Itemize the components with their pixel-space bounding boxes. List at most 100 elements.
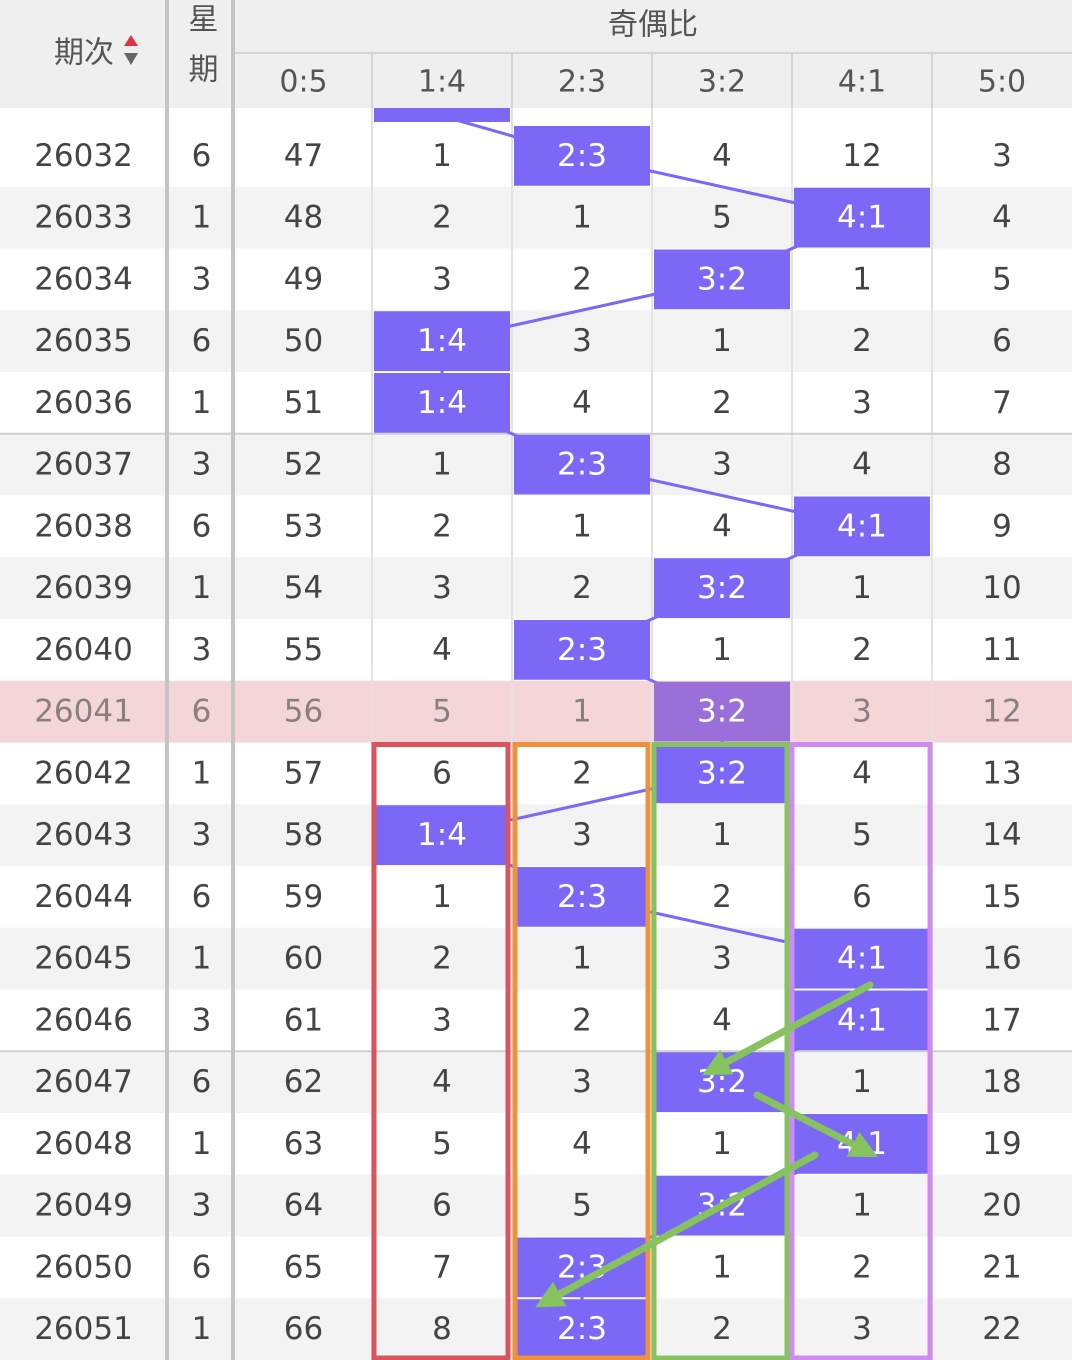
cell: 1 <box>712 323 732 359</box>
cell: 1 <box>712 1126 732 1162</box>
period: 26045 <box>34 941 133 977</box>
body-vsep <box>231 108 235 1360</box>
weekday: 1 <box>192 755 212 791</box>
cell: 14 <box>982 817 1021 853</box>
cell: 3:2 <box>697 694 747 730</box>
header-weekday: 星期 <box>183 3 218 103</box>
cell: 47 <box>284 138 323 174</box>
cell: 6 <box>852 879 872 915</box>
cell: 1 <box>712 817 732 853</box>
weekday: 6 <box>192 1249 212 1285</box>
cell: 57 <box>284 755 323 791</box>
weekday: 3 <box>192 447 212 483</box>
cell: 1 <box>432 879 452 915</box>
cell: 1 <box>852 1064 872 1100</box>
header-column: 2:3 <box>558 65 606 100</box>
weekday: 3 <box>192 817 212 853</box>
weekday: 6 <box>192 694 212 730</box>
cell: 54 <box>284 570 323 606</box>
cell: 19 <box>982 1126 1021 1162</box>
cell: 7 <box>432 1249 452 1285</box>
header-column: 1:4 <box>418 65 466 100</box>
cell: 4 <box>432 632 452 668</box>
cell: 2 <box>432 508 452 544</box>
cell: 3 <box>712 941 732 977</box>
cell: 1 <box>572 200 592 236</box>
cell: 2 <box>432 941 452 977</box>
period: 26033 <box>34 200 133 236</box>
weekday: 1 <box>192 941 212 977</box>
cell: 1 <box>572 694 592 730</box>
cell: 22 <box>982 1311 1021 1347</box>
period: 26050 <box>34 1249 133 1285</box>
weekday: 3 <box>192 1188 212 1224</box>
cell: 64 <box>284 1188 323 1224</box>
hit-cell <box>514 867 650 927</box>
hit-cell <box>794 928 930 989</box>
cell: 1 <box>572 508 592 544</box>
cell: 6 <box>432 1188 452 1224</box>
hit-cell <box>654 681 790 742</box>
highlight-box <box>789 742 933 1360</box>
period: 26042 <box>34 755 133 791</box>
cell: 61 <box>284 1002 323 1038</box>
cell: 1:4 <box>417 817 467 853</box>
cell: 4:1 <box>837 200 887 236</box>
cell: 1:4 <box>417 323 467 359</box>
weekday: 6 <box>192 138 212 174</box>
cell: 5 <box>992 261 1012 297</box>
cell: 5 <box>712 200 732 236</box>
cell: 3 <box>432 261 452 297</box>
hit-cell <box>654 558 790 618</box>
cell: 4 <box>572 1126 592 1162</box>
cell: 2 <box>852 1249 872 1285</box>
cell: 17 <box>982 1002 1021 1038</box>
period: 26049 <box>34 1188 133 1224</box>
arrow <box>535 1151 819 1308</box>
weekday: 6 <box>192 508 212 544</box>
cell: 3 <box>572 1064 592 1100</box>
partial-row <box>0 108 1072 125</box>
row-bg <box>0 372 1072 434</box>
weekday: 1 <box>192 570 212 606</box>
cell: 4 <box>852 755 872 791</box>
cell: 1 <box>712 1249 732 1285</box>
weekday: 1 <box>192 1311 212 1347</box>
cell: 1 <box>432 447 452 483</box>
sort-up[interactable] <box>124 35 138 46</box>
cell: 6 <box>432 755 452 791</box>
cell: 4 <box>572 385 592 421</box>
row-bg <box>0 1051 1072 1113</box>
cell: 1 <box>572 941 592 977</box>
cell: 1 <box>852 570 872 606</box>
sort-down[interactable] <box>124 53 138 65</box>
cell: 63 <box>284 1126 323 1162</box>
arrow <box>753 1091 878 1158</box>
cell: 2 <box>572 755 592 791</box>
period: 26046 <box>34 1002 133 1038</box>
cell: 2:3 <box>557 879 607 915</box>
hit-cell <box>374 373 510 433</box>
weekday: 3 <box>192 1002 212 1038</box>
cell: 56 <box>284 694 323 730</box>
period: 26039 <box>34 570 133 606</box>
cell: 21 <box>982 1249 1021 1285</box>
cell: 2:3 <box>557 1311 607 1347</box>
cell: 4 <box>712 1002 732 1038</box>
hit-cell <box>794 990 930 1051</box>
cell: 3 <box>852 385 872 421</box>
cell: 2:3 <box>557 138 607 174</box>
cell: 5 <box>572 1188 592 1224</box>
cell: 5 <box>432 694 452 730</box>
cell: 4 <box>432 1064 452 1100</box>
cell: 51 <box>284 385 323 421</box>
period: 26043 <box>34 817 133 853</box>
cell: 3 <box>712 447 732 483</box>
cell: 3:2 <box>697 261 747 297</box>
weekday: 6 <box>192 1064 212 1100</box>
cell: 1 <box>712 632 732 668</box>
cell: 15 <box>982 879 1021 915</box>
cell: 50 <box>284 323 323 359</box>
